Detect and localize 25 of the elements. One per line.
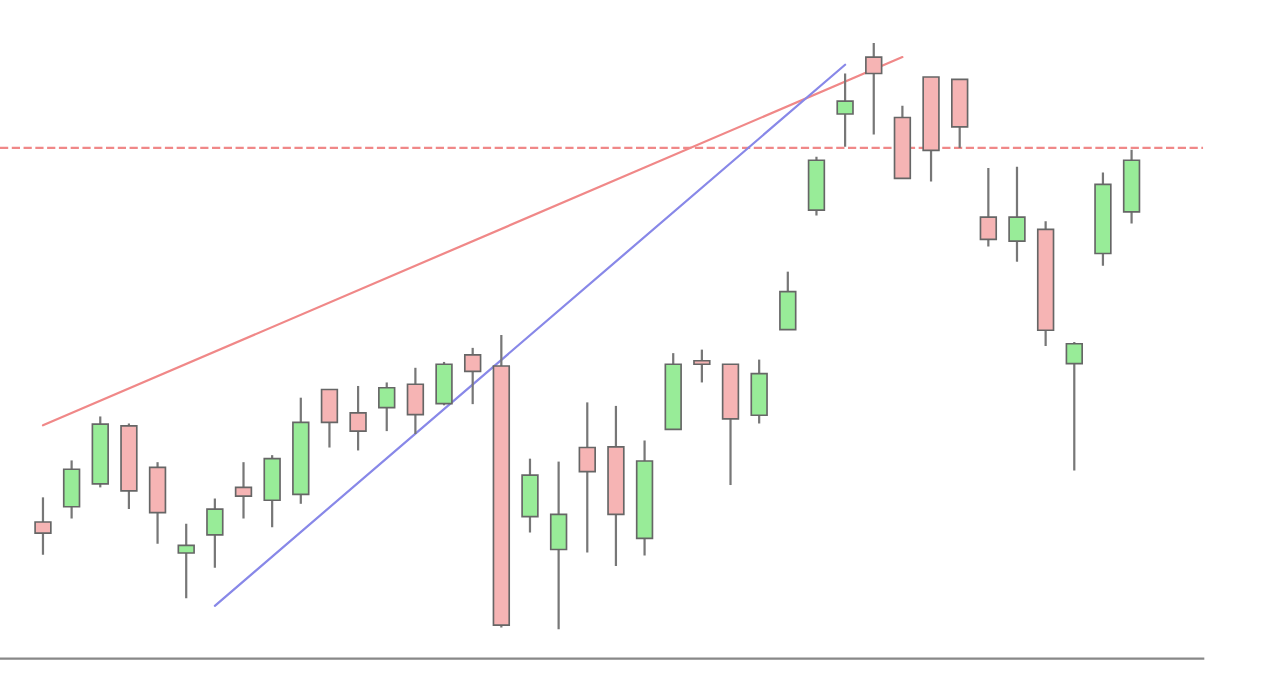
candlestick — [206, 497, 224, 569]
candlestick — [378, 381, 396, 433]
candlestick — [950, 78, 969, 150]
candlestick — [693, 348, 711, 384]
candlestick — [320, 388, 339, 449]
candlestick — [779, 270, 797, 331]
candlestick — [177, 522, 195, 600]
candlestick — [349, 384, 367, 452]
candlestick — [435, 360, 453, 407]
candlestick — [750, 358, 768, 425]
candlestick — [62, 459, 81, 520]
candlestick — [1008, 165, 1026, 263]
candlestick — [263, 454, 281, 529]
candlestick — [578, 401, 596, 554]
candlestick — [234, 461, 253, 520]
candlestick — [865, 41, 883, 136]
candlestick — [34, 496, 52, 556]
candlestick — [549, 460, 568, 631]
candlestick — [979, 166, 998, 248]
candlestick — [521, 457, 539, 534]
candlestick — [463, 346, 482, 406]
candlestick — [836, 72, 854, 148]
candlestick — [148, 461, 167, 545]
candlestick — [406, 366, 425, 436]
candlestick — [1065, 340, 1083, 472]
